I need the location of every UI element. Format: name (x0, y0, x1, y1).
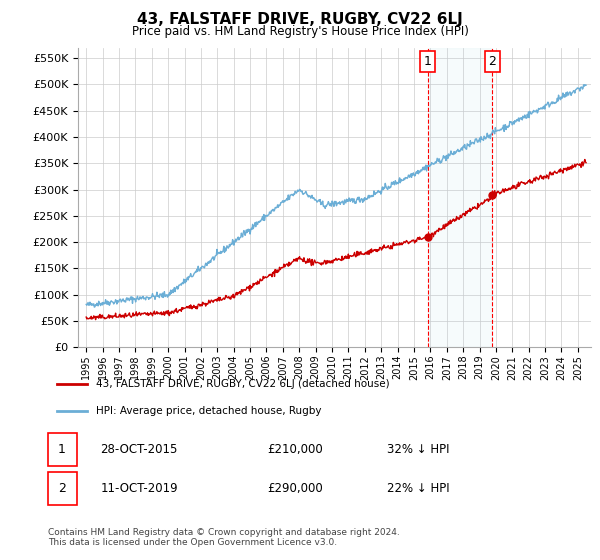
Bar (428, 48, 493, 347)
Text: £290,000: £290,000 (267, 482, 323, 495)
FancyBboxPatch shape (48, 472, 77, 505)
Text: 32% ↓ HPI: 32% ↓ HPI (388, 443, 450, 456)
Text: 22% ↓ HPI: 22% ↓ HPI (388, 482, 450, 495)
Text: 1: 1 (424, 55, 431, 68)
Text: 1: 1 (58, 443, 66, 456)
Text: 2: 2 (488, 55, 496, 68)
Text: Price paid vs. HM Land Registry's House Price Index (HPI): Price paid vs. HM Land Registry's House … (131, 25, 469, 38)
Text: 43, FALSTAFF DRIVE, RUGBY, CV22 6LJ (detached house): 43, FALSTAFF DRIVE, RUGBY, CV22 6LJ (det… (95, 380, 389, 390)
FancyBboxPatch shape (48, 433, 77, 466)
Text: £210,000: £210,000 (267, 443, 323, 456)
Text: HPI: Average price, detached house, Rugby: HPI: Average price, detached house, Rugb… (95, 406, 321, 416)
Text: 28-OCT-2015: 28-OCT-2015 (100, 443, 178, 456)
Text: Contains HM Land Registry data © Crown copyright and database right 2024.
This d: Contains HM Land Registry data © Crown c… (48, 528, 400, 547)
Text: 43, FALSTAFF DRIVE, RUGBY, CV22 6LJ: 43, FALSTAFF DRIVE, RUGBY, CV22 6LJ (137, 12, 463, 27)
Text: 2: 2 (58, 482, 66, 495)
Text: 11-OCT-2019: 11-OCT-2019 (100, 482, 178, 495)
